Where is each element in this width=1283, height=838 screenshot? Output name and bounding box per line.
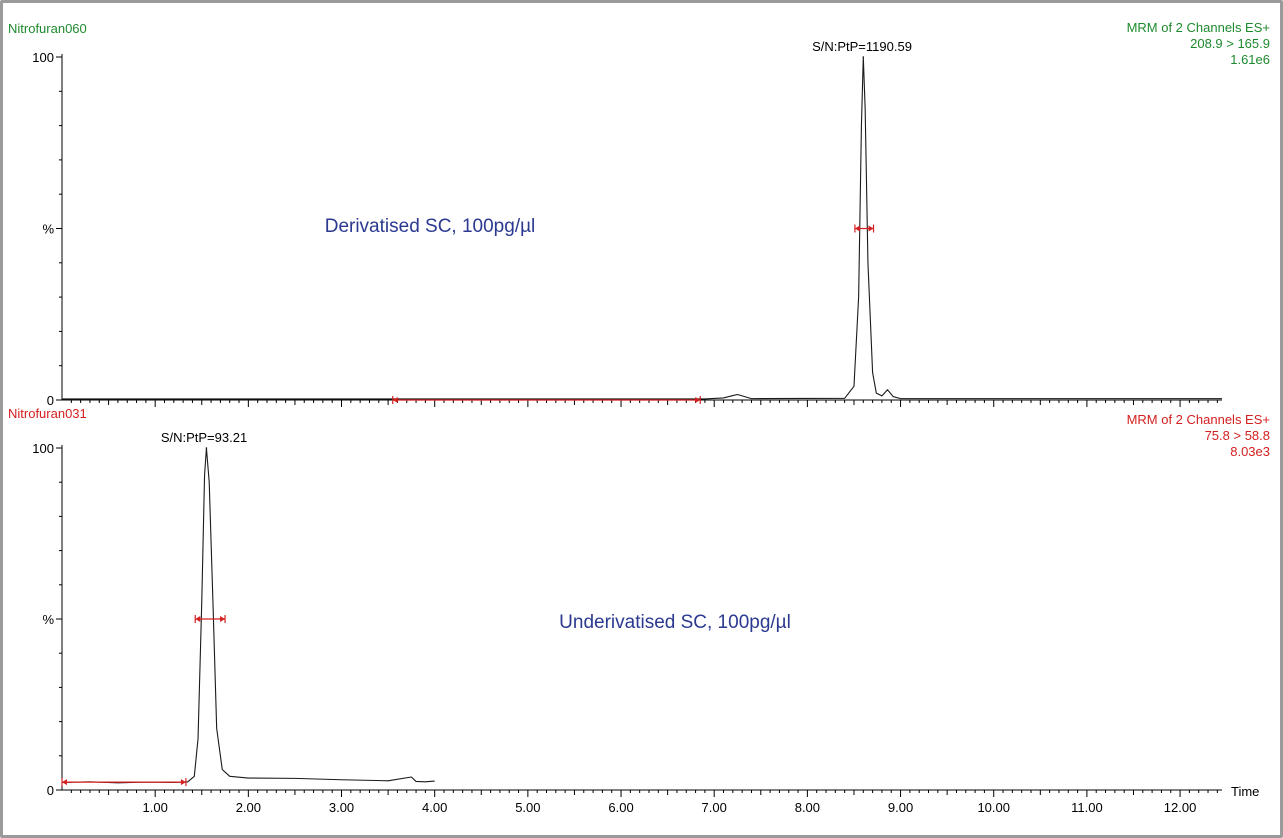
top-integration-arrow-right [868,225,874,232]
bottom-panel-header-line-1: MRM of 2 Channels ES+ [1127,412,1270,427]
bottom-panel-title: Nitrofuran031 [8,406,87,421]
top-y-tick-label: % [42,222,54,237]
x-tick-label: 7.00 [702,800,727,815]
bottom-integration-arrow-left [62,779,67,786]
top-trace [62,56,1222,400]
x-tick-label: 6.00 [608,800,633,815]
x-tick-label: 4.00 [422,800,447,815]
bottom-y-tick-label: 0 [47,783,54,798]
bottom-peak-label: S/N:PtP=93.21 [161,430,247,445]
x-tick-label: 5.00 [515,800,540,815]
top-panel-annotation: Derivatised SC, 100pg/µl [325,216,536,237]
bottom-integration-arrow-right [220,616,226,622]
x-tick-label: 8.00 [795,800,820,815]
bottom-trace [61,447,435,784]
bottom-peak-apex [205,447,208,449]
bottom-panel-header-line-3: 8.03e3 [1230,444,1270,459]
top-y-tick-label: 100 [32,50,54,65]
x-tick-label: 9.00 [888,800,913,815]
top-peak-apex [862,56,865,58]
x-tick-label: 12.00 [1164,800,1197,815]
x-tick-label: 2.00 [236,800,261,815]
x-tick-label: 10.00 [977,800,1010,815]
bottom-panel-annotation: Underivatised SC, 100pg/µl [559,612,791,633]
bottom-y-tick-label: % [42,612,54,627]
top-panel-header-line-1: MRM of 2 Channels ES+ [1127,20,1270,35]
top-panel-title: Nitrofuran060 [8,21,87,36]
top-y-tick-label: 0 [47,393,54,408]
x-axis-label: Time [1231,784,1259,799]
bottom-integration-arrow-right [180,779,186,786]
bottom-panel-header-line-2: 75.8 > 58.8 [1205,428,1270,443]
top-integration-arrow-left [854,225,860,232]
bottom-y-tick-label: 100 [32,441,54,456]
x-tick-label: 1.00 [143,800,168,815]
top-integration-arrow-right [695,397,701,403]
top-peak-label: S/N:PtP=1190.59 [812,39,912,54]
x-tick-label: 11.00 [1071,800,1103,815]
top-panel-header-line-2: 208.9 > 165.9 [1190,36,1270,51]
top-integration-arrow-left [392,397,398,403]
bottom-integration-arrow-left [195,616,201,622]
x-tick-label: 3.00 [329,800,354,815]
top-panel-header-line-3: 1.61e6 [1230,52,1270,67]
